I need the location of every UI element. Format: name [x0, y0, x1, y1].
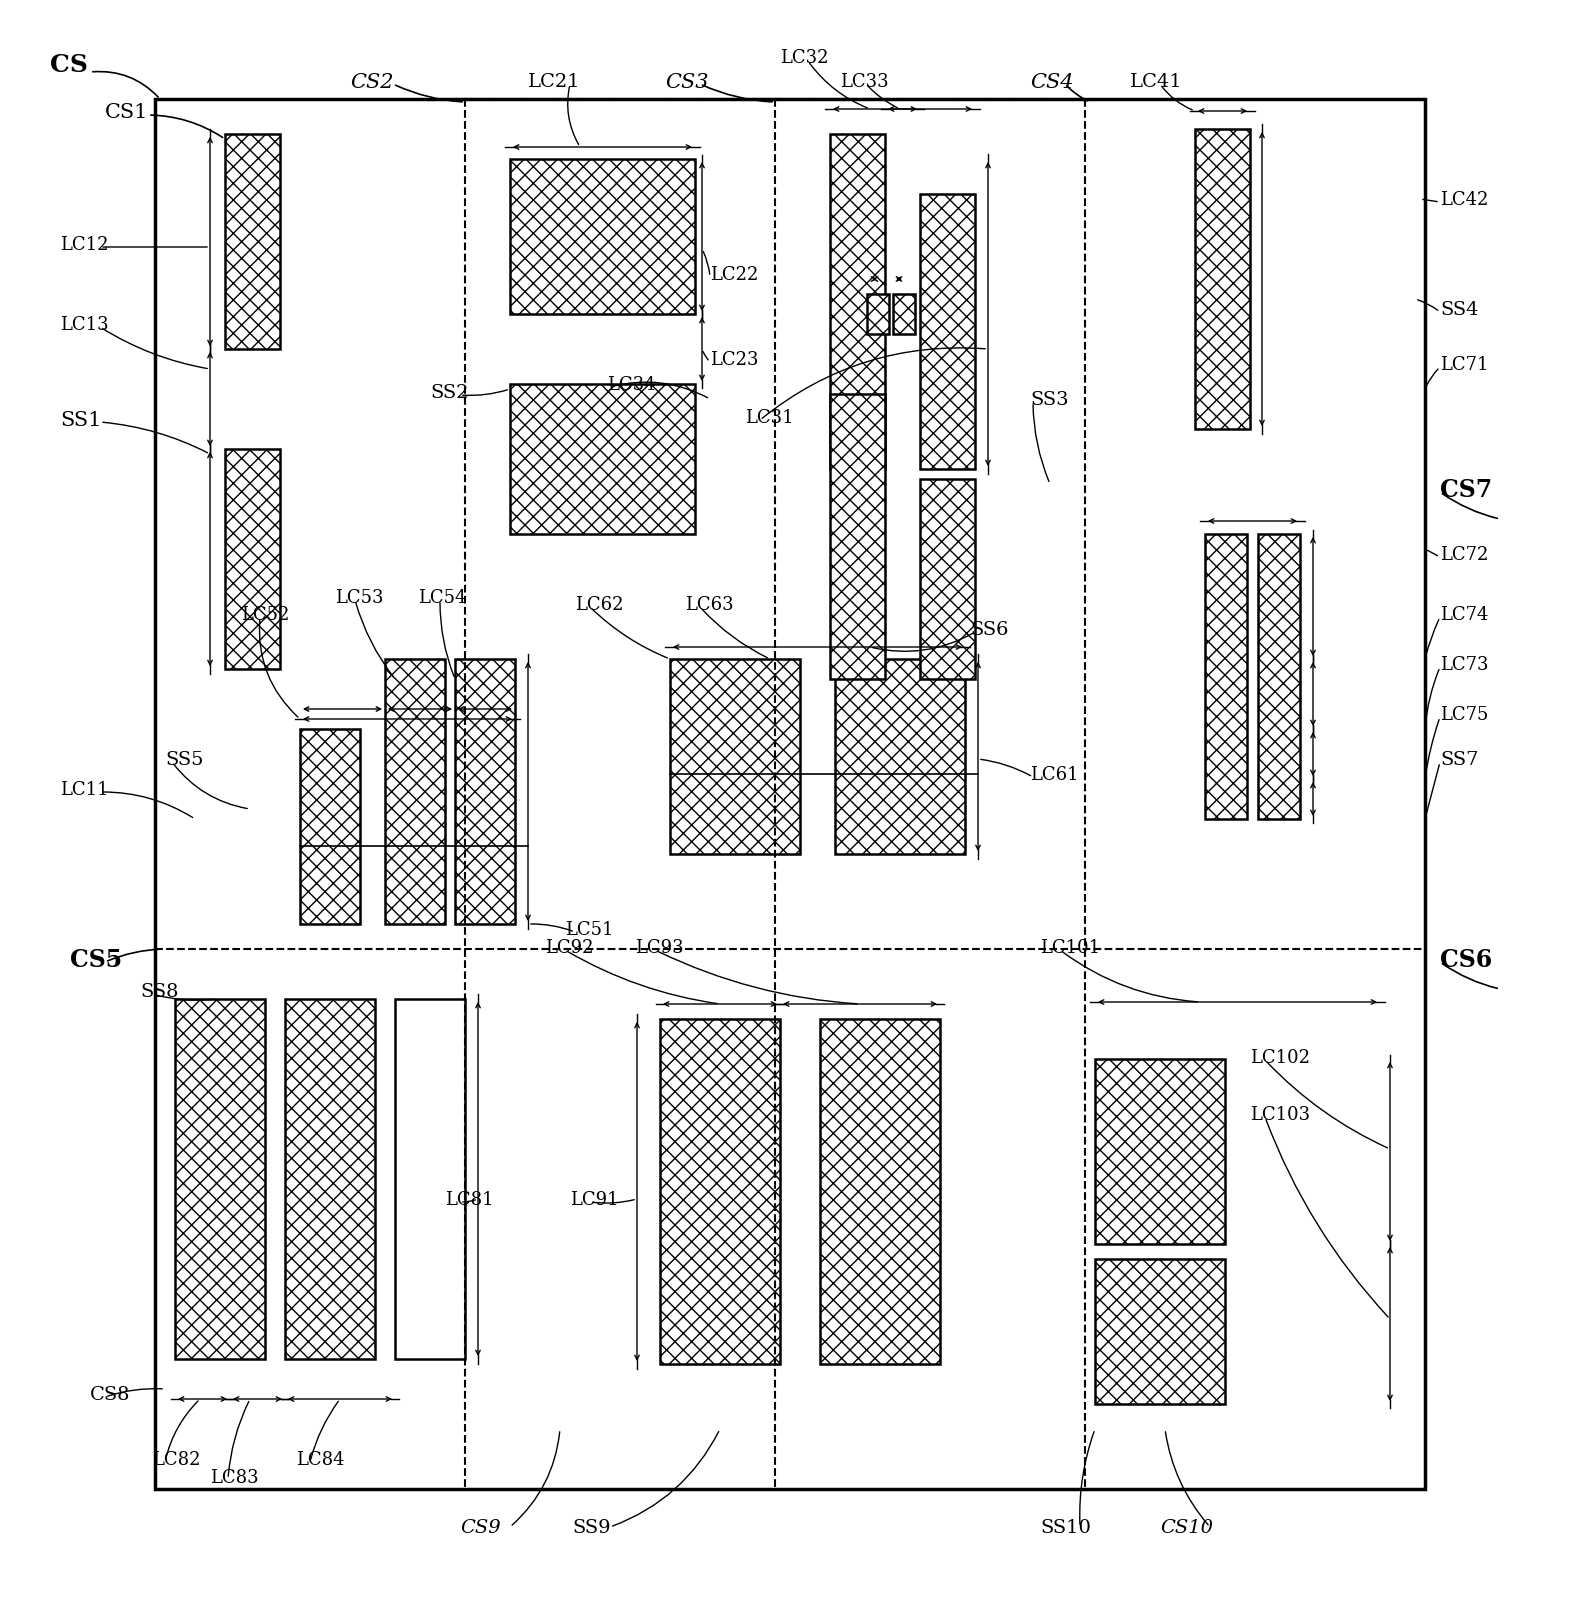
Bar	[225, 450, 279, 670]
Text: CS2: CS2	[351, 72, 394, 92]
Text: LC75: LC75	[1439, 705, 1489, 723]
Text: CS8: CS8	[90, 1385, 130, 1403]
Text: CS5: CS5	[70, 948, 122, 971]
Bar	[1195, 130, 1251, 429]
Bar	[893, 294, 916, 334]
Bar	[1258, 535, 1300, 820]
Bar	[660, 1019, 779, 1364]
Text: LC62: LC62	[574, 596, 624, 614]
Text: CS9: CS9	[460, 1519, 500, 1536]
Bar	[830, 395, 886, 680]
Bar	[465, 599, 774, 950]
Bar	[300, 730, 360, 924]
Text: SS6: SS6	[970, 620, 1008, 638]
Text: LC23: LC23	[709, 350, 759, 368]
Text: LC11: LC11	[60, 781, 108, 799]
Bar	[455, 659, 516, 924]
Text: LC52: LC52	[241, 606, 289, 624]
Text: LC12: LC12	[60, 236, 108, 254]
Text: CS1: CS1	[105, 103, 149, 122]
Text: SS4: SS4	[1439, 301, 1479, 318]
Text: SS10: SS10	[1039, 1519, 1090, 1536]
Bar	[509, 384, 695, 535]
Text: CS7: CS7	[1439, 477, 1492, 501]
Text: LC31: LC31	[744, 408, 794, 427]
Text: SS9: SS9	[571, 1519, 611, 1536]
Text: LC103: LC103	[1251, 1106, 1311, 1123]
Text: SS2: SS2	[430, 384, 468, 402]
Text: LC93: LC93	[635, 938, 684, 956]
Bar	[160, 599, 465, 950]
Bar	[225, 135, 279, 350]
Text: LC84: LC84	[297, 1450, 344, 1469]
Text: SS3: SS3	[1030, 391, 1068, 408]
Text: LC61: LC61	[1030, 765, 1079, 784]
Text: LC92: LC92	[544, 938, 594, 956]
Text: LC33: LC33	[840, 72, 889, 92]
Text: SS7: SS7	[1439, 750, 1479, 768]
Bar	[774, 100, 1086, 585]
Bar	[286, 1000, 375, 1360]
Text: CS10: CS10	[1160, 1519, 1212, 1536]
Text: LC41: LC41	[1130, 72, 1182, 92]
Text: SS5: SS5	[165, 750, 203, 768]
Bar	[156, 100, 1425, 1490]
Bar	[867, 294, 889, 334]
Text: LC71: LC71	[1439, 355, 1489, 374]
Text: LC32: LC32	[779, 48, 828, 67]
Text: LC73: LC73	[1439, 656, 1489, 673]
Text: CS4: CS4	[1030, 72, 1073, 92]
Text: LC82: LC82	[152, 1450, 200, 1469]
Text: LC13: LC13	[60, 317, 108, 334]
Text: LC81: LC81	[444, 1191, 494, 1208]
Text: LC101: LC101	[1039, 938, 1100, 956]
Bar	[774, 485, 1086, 950]
Bar	[465, 950, 1086, 1388]
Bar	[386, 659, 444, 924]
Text: LC53: LC53	[335, 588, 384, 606]
Text: LC83: LC83	[209, 1469, 259, 1486]
Bar	[465, 100, 774, 585]
Text: LC22: LC22	[709, 265, 759, 284]
Bar	[175, 1000, 265, 1360]
Bar	[1086, 950, 1425, 1388]
Text: LC42: LC42	[1439, 191, 1489, 209]
Text: SS8: SS8	[140, 982, 178, 1001]
Bar	[920, 194, 974, 469]
Bar	[1095, 1059, 1225, 1244]
Bar	[1205, 535, 1247, 820]
Bar	[395, 1000, 465, 1360]
Text: LC51: LC51	[565, 921, 614, 938]
Text: LC102: LC102	[1251, 1048, 1309, 1067]
Text: LC74: LC74	[1439, 606, 1489, 624]
Bar	[920, 480, 974, 680]
Text: LC63: LC63	[686, 596, 733, 614]
Text: LC34: LC34	[606, 376, 655, 394]
Text: LC91: LC91	[570, 1191, 619, 1208]
Text: LC21: LC21	[528, 72, 581, 92]
Text: CS: CS	[51, 53, 87, 77]
Text: LC72: LC72	[1439, 546, 1489, 564]
Bar	[1086, 485, 1425, 950]
Bar	[835, 659, 965, 855]
Text: CS3: CS3	[665, 72, 708, 92]
Text: CS6: CS6	[1439, 948, 1492, 971]
Text: LC54: LC54	[417, 588, 467, 606]
Bar	[160, 950, 465, 1388]
Bar	[670, 659, 800, 855]
Text: SS1: SS1	[60, 410, 102, 429]
Bar	[820, 1019, 940, 1364]
Bar	[509, 161, 695, 315]
Bar	[830, 135, 886, 469]
Bar	[1095, 1260, 1225, 1405]
